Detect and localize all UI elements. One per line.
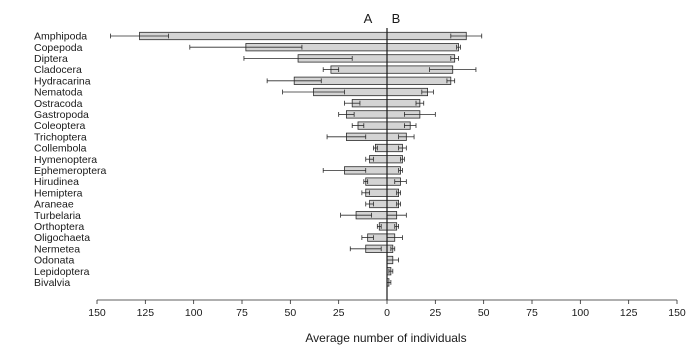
x-tick-label: 125 [137,307,155,319]
category-label-oligochaeta: Oligochaeta [34,232,90,244]
category-label-trichoptera: Trichoptera [34,131,87,143]
category-labels: AmphipodaCopepodaDipteraCladoceraHydraca… [34,31,107,289]
category-label-nermetea: Nermetea [34,243,80,255]
category-label-araneae: Araneae [34,199,74,211]
category-label-hemiptera: Hemiptera [34,187,83,199]
category-label-odonata: Odonata [34,255,74,267]
side-labels: A B [364,11,401,26]
series-a-bars [139,31,388,253]
category-label-nematoda: Nematoda [34,87,83,99]
x-tick-label: 75 [236,307,248,319]
category-label-collembola: Collembola [34,143,87,155]
bar-a-hirudinea [365,177,388,186]
bar-a-amphipoda [139,31,388,41]
series-b-bars [386,31,467,287]
category-label-diptera: Diptera [34,53,68,65]
x-tick-label: 100 [572,307,590,319]
bar-b-ostracoda [386,99,421,108]
category-label-coleoptera: Coleoptera [34,120,86,132]
category-label-ephemeroptera: Ephemeroptera [34,165,107,177]
x-tick-label: 150 [88,307,106,319]
x-axis: 150 125 100 75 50 25 0 25 50 75 100 125 150 [88,299,686,319]
x-tick-label: 100 [185,307,203,319]
category-label-bivalvia: Bivalvia [34,277,70,289]
category-label-hymenoptera: Hymenoptera [34,154,97,166]
category-label-copepoda: Copepoda [34,42,83,54]
x-tick-label: 50 [478,307,490,319]
x-tick-label: 125 [620,307,638,319]
error-bars [110,33,483,285]
category-label-hydracarina: Hydracarina [34,75,91,87]
side-label-a: A [364,11,373,26]
category-label-turbelaria: Turbelaria [34,210,81,222]
category-label-amphipoda: Amphipoda [34,31,87,43]
x-tick-label: 75 [526,307,538,319]
bar-a-cladocera [330,65,388,74]
category-label-orthoptera: Orthoptera [34,221,84,233]
x-tick-label: 25 [429,307,441,319]
category-label-ostracoda: Ostracoda [34,98,83,110]
category-label-lepidoptera: Lepidoptera [34,266,90,278]
x-tick-label: 50 [284,307,296,319]
x-tick-label: 25 [333,307,345,319]
x-tick-label: 150 [668,307,686,319]
side-label-b: B [392,11,401,26]
bar-b-copepoda [386,43,459,52]
category-label-cladocera: Cladocera [34,64,82,76]
x-tick-label: 0 [384,307,390,319]
bar-b-diptera [386,54,456,63]
x-axis-title: Average number of individuals [305,331,466,345]
bar-b-hydracarina [386,76,452,85]
category-label-hirudinea: Hirudinea [34,176,79,188]
category-label-gastropoda: Gastropoda [34,109,89,121]
